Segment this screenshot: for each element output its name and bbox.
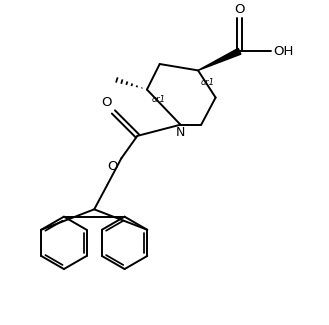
Text: O: O bbox=[101, 97, 112, 110]
Text: O: O bbox=[107, 160, 117, 173]
Text: OH: OH bbox=[273, 45, 293, 58]
Polygon shape bbox=[198, 48, 241, 71]
Text: or1: or1 bbox=[201, 78, 215, 87]
Text: or1: or1 bbox=[152, 95, 166, 104]
Text: N: N bbox=[176, 126, 185, 139]
Text: O: O bbox=[234, 3, 245, 16]
